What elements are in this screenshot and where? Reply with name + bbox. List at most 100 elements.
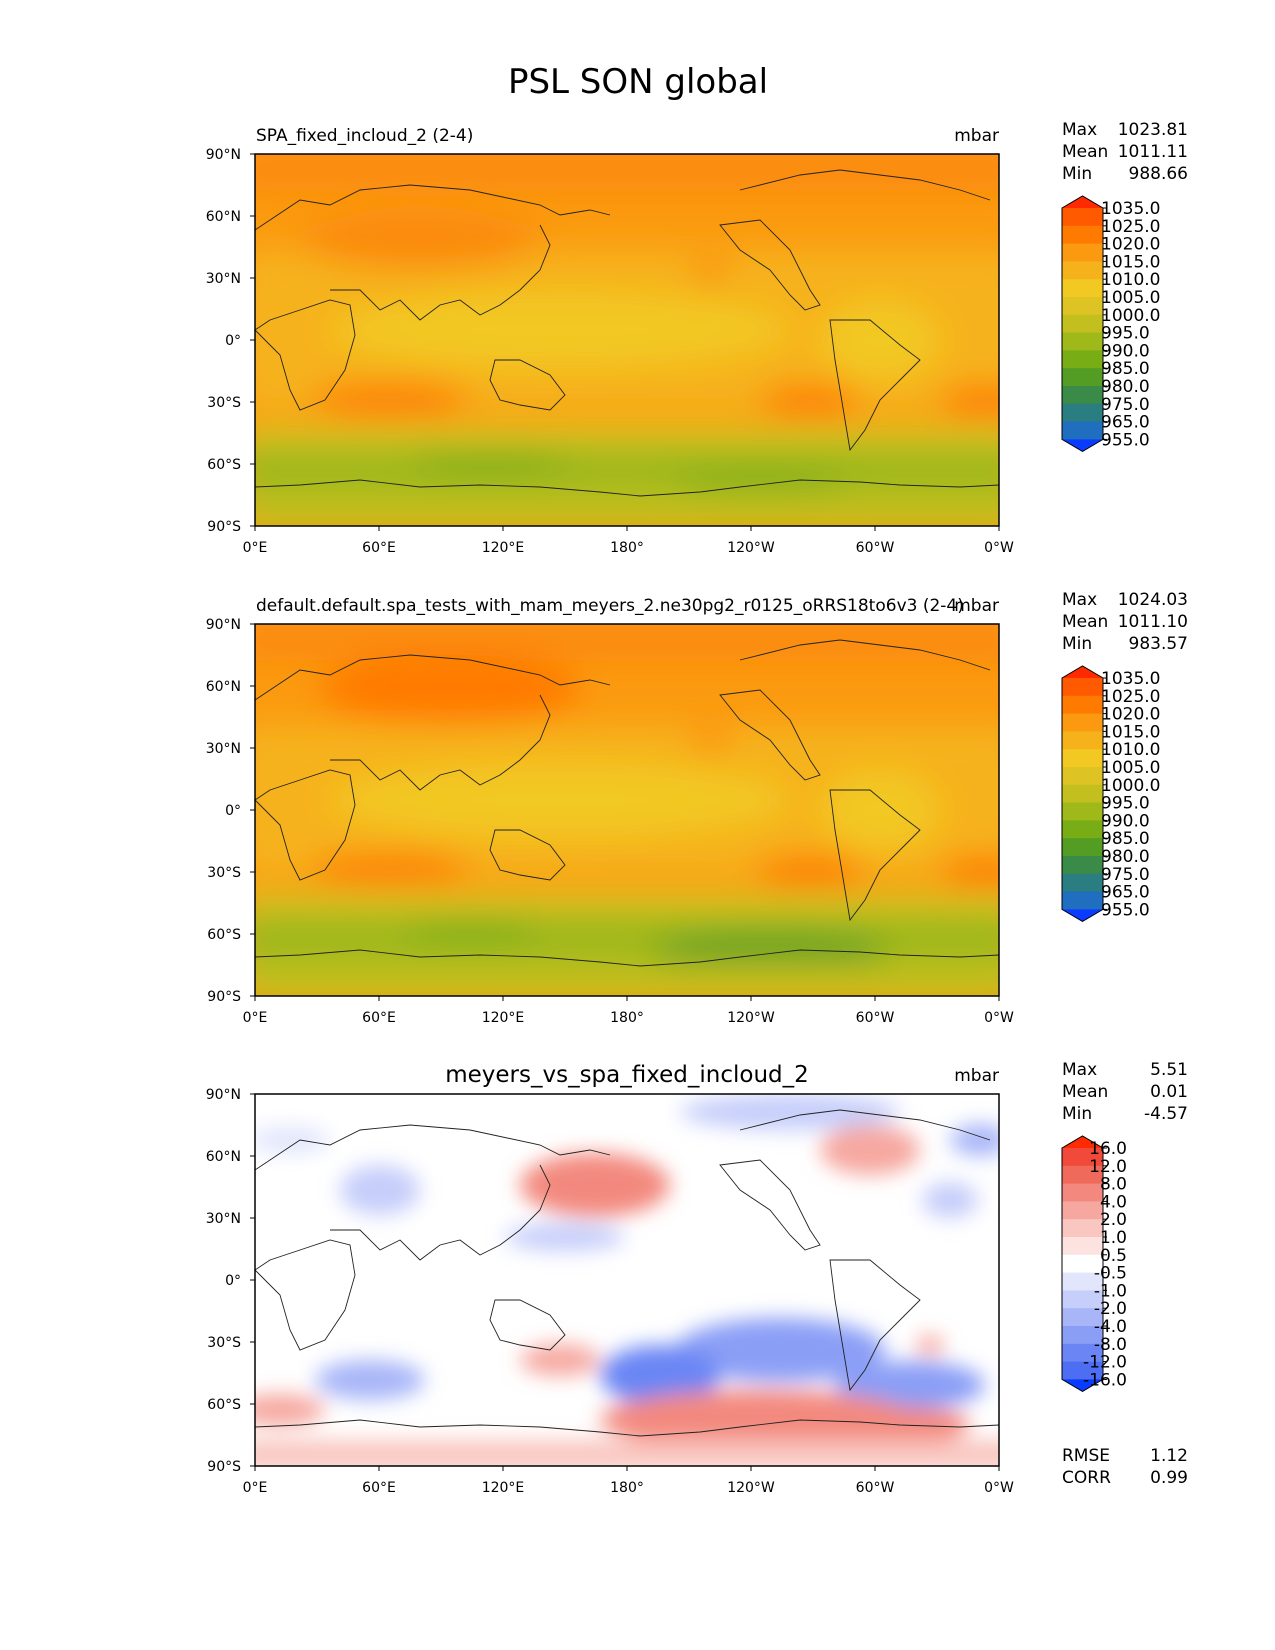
test-xtick-60e: 60°E <box>362 540 396 556</box>
colorbar-swatch <box>1062 1290 1103 1309</box>
colorbar-extend-bottom <box>1062 909 1103 922</box>
test-ytick-60n: 60°N <box>206 209 241 225</box>
colorbar-tick-label: 1005.0 <box>1101 758 1160 778</box>
colorbar-tick-label: -4.0 <box>1094 1317 1127 1337</box>
colorbar-swatch <box>1062 1343 1103 1362</box>
colorbar-tick-label: -16.0 <box>1083 1370 1127 1390</box>
reference-max-value: 1024.03 <box>1118 590 1188 610</box>
panel-reference: default.default.spa_tests_with_mam_meyer… <box>206 590 1188 1026</box>
reference-xtick-180: 180° <box>610 1010 644 1026</box>
difference-colorbar: 16.012.08.04.02.01.00.5-0.5-1.0-2.0-4.0-… <box>1061 1135 1127 1392</box>
test-ytick-90s: 90°S <box>207 519 241 535</box>
test-xtick-180: 180° <box>610 540 644 556</box>
test-map-field <box>255 154 999 526</box>
difference-max-value: 5.51 <box>1150 1060 1188 1080</box>
colorbar-tick-label: 980.0 <box>1101 377 1150 397</box>
difference-stats: Max 5.51 Mean 0.01 Min -4.57 RMSE 1.12 C… <box>1062 1060 1188 1488</box>
test-stats: Max 1023.81 Mean 1011.11 Min 988.66 <box>1062 120 1188 184</box>
reference-max-label: Max <box>1062 590 1097 610</box>
colorbar-swatch <box>1062 1237 1103 1256</box>
test-units: mbar <box>954 126 999 146</box>
difference-ytick-90s: 90°S <box>207 1459 241 1475</box>
difference-ytick-30n: 30°N <box>206 1211 241 1227</box>
colorbar-swatch <box>1062 1308 1103 1327</box>
colorbar-tick-label: 1005.0 <box>1101 288 1160 308</box>
reference-x-axis: 0°E 60°E 120°E 180° 120°W 60°W 0°W <box>243 996 1014 1026</box>
colorbar-tick-label: 1035.0 <box>1101 199 1160 219</box>
difference-ytick-60s: 60°S <box>207 1397 241 1413</box>
colorbar-tick-label: 1015.0 <box>1101 722 1160 742</box>
colorbar-tick-label: 965.0 <box>1101 883 1150 903</box>
difference-xtick-60w: 60°W <box>856 1480 895 1496</box>
test-xtick-120e: 120°E <box>482 540 525 556</box>
colorbar-tick-label: 955.0 <box>1101 900 1150 920</box>
reference-xtick-0e: 0°E <box>243 1010 268 1026</box>
colorbar-swatch <box>1062 856 1103 875</box>
reference-xtick-0w: 0°W <box>984 1010 1014 1026</box>
test-min-label: Min <box>1062 164 1092 184</box>
difference-x-axis: 0°E 60°E 120°E 180° 120°W 60°W 0°W <box>243 1466 1014 1496</box>
difference-title: meyers_vs_spa_fixed_incloud_2 <box>445 1062 809 1088</box>
test-min-value: 988.66 <box>1129 164 1188 184</box>
colorbar-swatch <box>1062 749 1103 768</box>
difference-mean-value: 0.01 <box>1150 1082 1188 1102</box>
test-ytick-0: 0° <box>225 333 241 349</box>
colorbar-tick-label: 1025.0 <box>1101 687 1160 707</box>
test-coastlines <box>255 169 999 497</box>
colorbar-tick-label: 1010.0 <box>1101 270 1160 290</box>
reference-mean-value: 1011.10 <box>1118 612 1188 632</box>
reference-title: default.default.spa_tests_with_mam_meyer… <box>256 596 964 616</box>
colorbar-swatch <box>1062 350 1103 369</box>
reference-min-value: 983.57 <box>1129 634 1188 654</box>
colorbar-swatch <box>1062 802 1103 821</box>
colorbar-tick-label: 1.0 <box>1100 1228 1127 1248</box>
reference-xtick-120e: 120°E <box>482 1010 525 1026</box>
colorbar-swatch <box>1062 820 1103 839</box>
reference-xtick-60e: 60°E <box>362 1010 396 1026</box>
colorbar-tick-label: -8.0 <box>1094 1335 1127 1355</box>
test-ytick-30n: 30°N <box>206 271 241 287</box>
colorbar-tick-label: 1035.0 <box>1101 669 1160 689</box>
colorbar-swatch <box>1062 678 1103 697</box>
difference-map-field <box>255 1094 999 1466</box>
test-x-axis: 0°E 60°E 120°E 180° 120°W 60°W 0°W <box>243 526 1014 556</box>
difference-ytick-0: 0° <box>225 1273 241 1289</box>
test-xtick-120w: 120°W <box>727 540 775 556</box>
colorbar-tick-label: 1015.0 <box>1101 252 1160 272</box>
difference-coastlines <box>255 1109 999 1437</box>
test-xtick-0w: 0°W <box>984 540 1014 556</box>
colorbar-tick-label: 1020.0 <box>1101 235 1160 255</box>
colorbar-swatch <box>1062 279 1103 298</box>
difference-rmse-label: RMSE <box>1062 1446 1110 1466</box>
colorbar-tick-label: 4.0 <box>1100 1192 1127 1212</box>
colorbar-swatch <box>1062 1254 1103 1273</box>
test-ytick-90n: 90°N <box>206 147 241 163</box>
reference-ytick-30s: 30°S <box>207 865 241 881</box>
colorbar-swatch <box>1062 421 1103 440</box>
reference-ytick-30n: 30°N <box>206 741 241 757</box>
colorbar-tick-label: 995.0 <box>1101 324 1150 344</box>
colorbar-tick-label: 0.5 <box>1100 1246 1127 1266</box>
colorbar-swatch <box>1062 1165 1103 1184</box>
colorbar-tick-label: 8.0 <box>1100 1175 1127 1195</box>
colorbar-swatch <box>1062 368 1103 387</box>
colorbar-swatch <box>1062 1326 1103 1345</box>
reference-xtick-120w: 120°W <box>727 1010 775 1026</box>
colorbar-swatch <box>1062 225 1103 244</box>
colorbar-tick-label: 2.0 <box>1100 1210 1127 1230</box>
colorbar-swatch <box>1062 1219 1103 1238</box>
colorbar-swatch <box>1062 1272 1103 1291</box>
colorbar-swatch <box>1062 784 1103 803</box>
reference-ytick-60s: 60°S <box>207 927 241 943</box>
colorbar-tick-label: 16.0 <box>1089 1139 1127 1159</box>
difference-xtick-180: 180° <box>610 1480 644 1496</box>
difference-max-label: Max <box>1062 1060 1097 1080</box>
test-title: SPA_fixed_incloud_2 (2-4) <box>256 126 473 146</box>
colorbar-tick-label: 1025.0 <box>1101 217 1160 237</box>
test-colorbar: 1035.01025.01020.01015.01010.01005.01000… <box>1061 195 1160 452</box>
colorbar-tick-label: 995.0 <box>1101 794 1150 814</box>
colorbar-swatch <box>1062 403 1103 422</box>
difference-xtick-0e: 0°E <box>243 1480 268 1496</box>
colorbar-swatch <box>1062 695 1103 714</box>
colorbar-tick-label: -1.0 <box>1094 1281 1127 1301</box>
